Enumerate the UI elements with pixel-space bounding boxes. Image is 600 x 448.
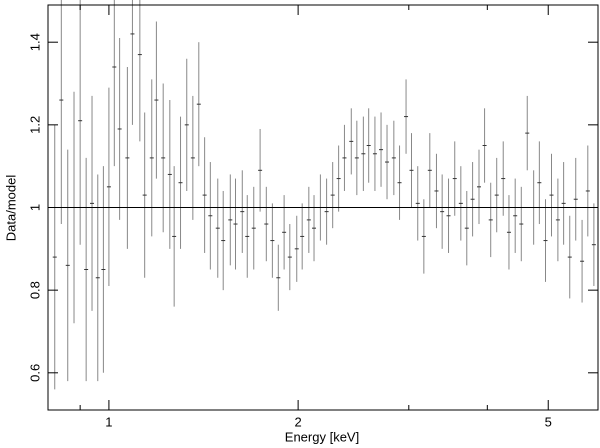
x-tick-label: 5 bbox=[545, 414, 552, 429]
x-axis-label: Energy [keV] bbox=[285, 429, 359, 444]
y-tick-label: 1.4 bbox=[27, 33, 42, 51]
y-tick-label: 0.8 bbox=[27, 281, 42, 299]
y-axis-label: Data/model bbox=[3, 175, 18, 242]
x-tick-label: 2 bbox=[294, 414, 301, 429]
y-tick-label: 1.2 bbox=[27, 116, 42, 134]
x-tick-label: 1 bbox=[105, 414, 112, 429]
y-tick-label: 1 bbox=[27, 204, 42, 211]
y-tick-label: 0.6 bbox=[27, 364, 42, 382]
